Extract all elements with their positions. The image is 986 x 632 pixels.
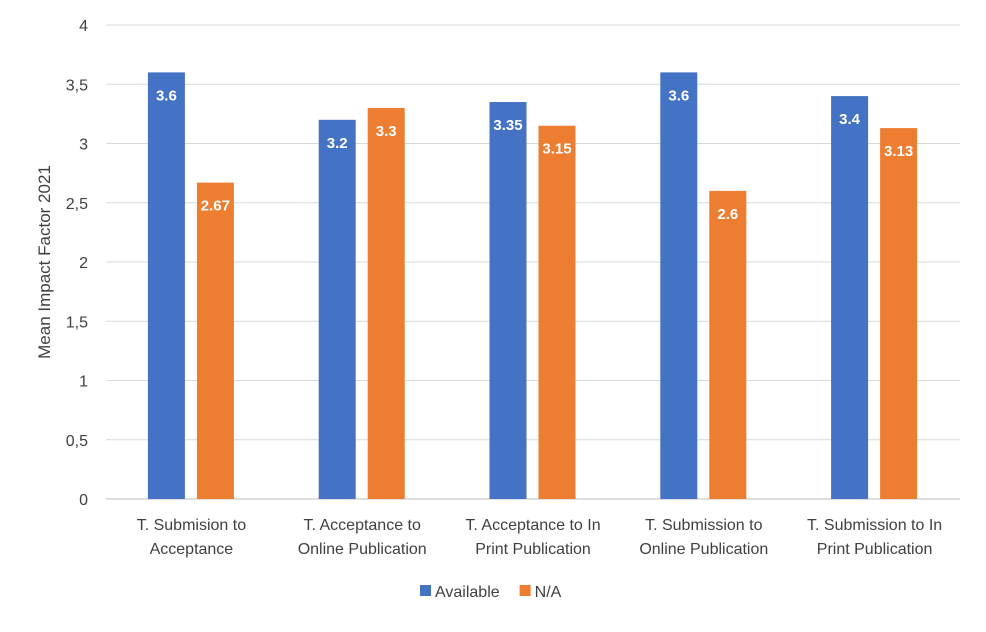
data-label: 3.3	[376, 123, 397, 140]
data-label: 3.6	[156, 87, 177, 104]
y-tick-label: 1,5	[66, 314, 88, 331]
data-label: 3.13	[884, 143, 913, 160]
legend-swatch	[420, 585, 431, 596]
bar-na-0	[196, 182, 234, 500]
bar-available-1	[318, 119, 356, 500]
bar-na-4	[880, 128, 918, 499]
bar-na-1	[367, 107, 405, 499]
y-tick-label: 0	[79, 492, 88, 509]
data-label: 3.15	[542, 141, 571, 158]
y-tick-label: 3,5	[66, 77, 88, 94]
data-label: 3.6	[668, 87, 689, 104]
data-label: 2.6	[717, 206, 738, 223]
bar-available-0	[147, 72, 185, 500]
bars: 3.6 2.67 3.2 3.3 3.35 3.15 3.6 2.6 3.4 3.13	[147, 72, 918, 500]
data-label: 3.35	[493, 117, 522, 134]
x-tick-label: T. Acceptance to In Print Publication	[465, 517, 600, 558]
x-tick-label: T. Acceptance to Online Publication	[298, 517, 427, 558]
legend: Available N/A	[420, 584, 562, 601]
y-axis-ticks: 0 0,5 1 1,5 2 2,5 3 3,5 4	[66, 18, 88, 509]
data-label: 3.4	[839, 111, 861, 128]
x-tick-label: T. Submission to Online Publication	[639, 517, 768, 558]
y-tick-label: 0,5	[66, 433, 88, 450]
y-tick-label: 1	[79, 374, 88, 391]
y-tick-label: 4	[79, 18, 88, 35]
gridlines	[106, 24, 960, 500]
data-label: 3.2	[327, 135, 348, 152]
bar-na-2	[538, 125, 576, 499]
x-axis-labels: T. Submision to Acceptance T. Acceptance t…	[137, 517, 942, 558]
bar-available-3	[660, 72, 698, 500]
legend-label: N/A	[535, 584, 562, 601]
y-axis-label: Mean Impact Factor 2021	[35, 165, 54, 359]
y-tick-label: 3	[79, 137, 88, 154]
bar-available-2	[489, 102, 527, 500]
bar-na-3	[709, 190, 747, 499]
x-tick-label: T. Submission to In Print Publication	[807, 517, 942, 558]
y-tick-label: 2,5	[66, 196, 88, 213]
data-label: 2.67	[201, 198, 230, 215]
legend-swatch	[519, 585, 531, 596]
y-tick-label: 2	[79, 255, 88, 272]
legend-label: Available	[435, 584, 500, 601]
bar-available-4	[831, 96, 869, 499]
x-tick-label: T. Submision to Acceptance	[137, 517, 246, 558]
